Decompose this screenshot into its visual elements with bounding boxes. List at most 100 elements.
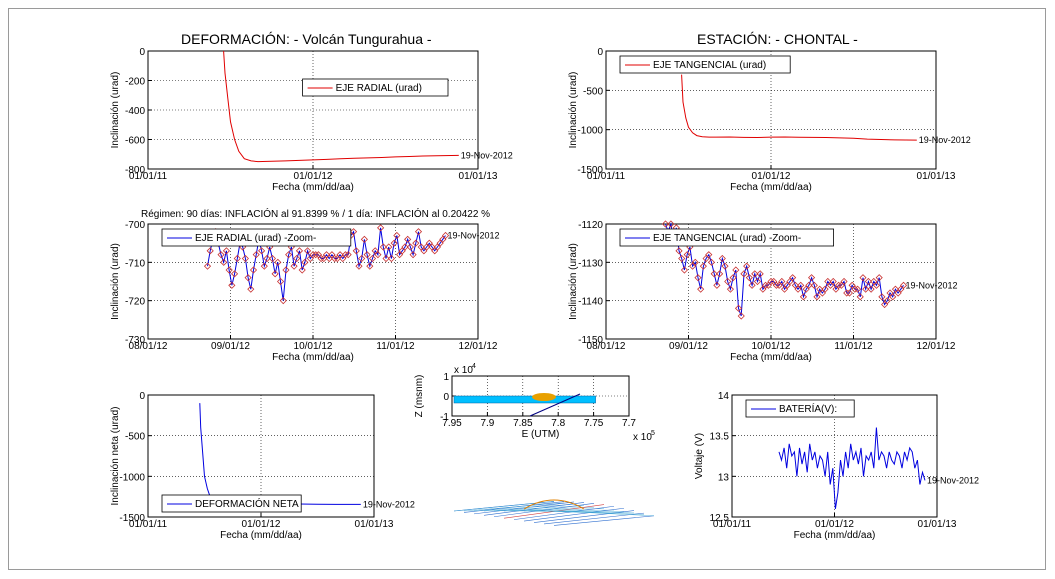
- data-point: [843, 289, 851, 297]
- figure-frame: DEFORMACIÓN: - Volcán Tungurahua - ESTAC…: [8, 8, 1046, 570]
- data-point: [341, 251, 350, 259]
- data-point: [371, 247, 379, 255]
- x-tick-label: 10/01/12: [752, 341, 791, 352]
- y-axis-label: Inclinación (urad): [110, 243, 121, 320]
- data-point: [851, 285, 859, 293]
- chart-radial_zoom: 08/01/12 09/01/12 10/01/12 11/01/12 12/01/12…: [110, 220, 500, 363]
- data-point: [217, 251, 225, 259]
- data-point: [864, 277, 872, 286]
- legend-label: BATERÍA(V):: [779, 402, 837, 415]
- data-point: [358, 254, 366, 263]
- y-tick-label: 0: [139, 47, 145, 58]
- x-tick-label: 10/01/12: [294, 341, 333, 352]
- title-deformacion: DEFORMACIÓN: - Volcán Tungurahua -: [181, 31, 432, 47]
- chart-deformacion_neta: 01/01/11 01/01/12 01/01/13 0 -500 -1000 -1500 F…: [110, 391, 415, 541]
- data-point: [721, 262, 729, 270]
- x-tick-label: 7.75: [584, 418, 604, 429]
- data-point: [675, 247, 683, 255]
- surface-grid: [503, 508, 605, 512]
- x-axis-label: Fecha (mm/dd/aa): [220, 530, 302, 541]
- data-point: [339, 254, 347, 263]
- data-point: [385, 243, 393, 251]
- surface-grid: [553, 510, 655, 516]
- data-point: [791, 281, 799, 289]
- data-point: [336, 251, 344, 259]
- data-point: [740, 270, 748, 278]
- surface-grid: [493, 506, 595, 512]
- surface-grid: [483, 505, 585, 512]
- x-tick-label: 7.95: [442, 418, 462, 429]
- data-point: [309, 251, 317, 259]
- data-point: [821, 285, 829, 293]
- data-point: [751, 270, 759, 278]
- x-tick-label: 01/01/12: [752, 171, 791, 182]
- data-point: [406, 243, 414, 251]
- surface-grid: [463, 502, 565, 512]
- end-date-label: 19-Nov-2012: [448, 231, 500, 241]
- data-point: [293, 254, 301, 263]
- data-point: [290, 262, 298, 270]
- data-point: [762, 281, 770, 289]
- y-axis-label: Inclinación (urad): [568, 243, 579, 320]
- data-point: [732, 266, 740, 274]
- x-tick-label: 7.7: [622, 418, 636, 429]
- data-point: [805, 281, 813, 289]
- x-axis-label: Fecha (mm/dd/aa): [730, 352, 812, 363]
- data-point: [306, 254, 314, 263]
- data-point: [667, 220, 675, 228]
- chart-tangencial: 01/01/11 01/01/12 01/01/13 0 -500 -1000 -1500 F…: [568, 47, 971, 193]
- y-tick-label: 0: [139, 391, 145, 402]
- x-exponent-label: x 10: [633, 432, 652, 443]
- data-point: [767, 277, 775, 286]
- y-tick-label: -1: [440, 412, 449, 423]
- data-point: [683, 251, 691, 259]
- data-point: [867, 285, 875, 293]
- x-tick-label: 01/01/12: [294, 171, 333, 182]
- data-point: [366, 262, 374, 270]
- x-exponent-power: 5: [651, 430, 655, 437]
- legend: EJE RADIAL (urad): [302, 78, 449, 97]
- chart-perfil: 7.95 7.9 7.85 7.8 7.75 7.7 1 0 -1 E (UTM) Z (msnm)…: [414, 363, 655, 443]
- data-point: [837, 281, 845, 289]
- data-point: [220, 258, 228, 266]
- data-point: [688, 262, 697, 270]
- data-point: [355, 262, 363, 270]
- profile-band: [453, 395, 596, 404]
- surface-peak: [523, 499, 585, 510]
- data-point: [829, 277, 837, 286]
- legend-box: [161, 228, 352, 247]
- data-point: [233, 254, 241, 263]
- data-point: [797, 281, 805, 289]
- data-point: [889, 293, 897, 301]
- surface-grid: [523, 507, 625, 522]
- data-point: [872, 281, 881, 289]
- series-line: [681, 74, 917, 141]
- x-tick-label: 7.8: [551, 418, 565, 429]
- surface-grid: [473, 501, 575, 515]
- surface-grid: [483, 502, 585, 516]
- data-point: [713, 281, 721, 289]
- data-point: [304, 247, 312, 255]
- data-point: [412, 239, 420, 247]
- data-point: [702, 254, 710, 263]
- y-tick-label: -1500: [577, 165, 603, 176]
- data-point: [756, 270, 764, 278]
- y-tick-label: 13: [718, 472, 730, 483]
- data-point: [368, 254, 377, 263]
- data-point: [699, 262, 707, 270]
- data-point: [295, 247, 304, 255]
- y-axis-label: Inclinación (urad): [110, 72, 121, 149]
- data-point: [230, 270, 239, 278]
- data-point: [363, 251, 371, 259]
- data-point: [780, 285, 789, 293]
- data-point: [393, 231, 401, 240]
- data-point: [808, 274, 816, 282]
- data-point: [395, 251, 404, 259]
- data-point: [420, 247, 428, 255]
- x-tick-label: 11/01/12: [834, 341, 873, 352]
- chart-tangencial_zoom: 08/01/12 09/01/12 10/01/12 11/01/12 12/01/12…: [568, 220, 958, 363]
- data-point: [724, 277, 732, 286]
- data-point: [225, 266, 233, 274]
- data-point: [881, 300, 889, 309]
- data-point: [333, 254, 341, 263]
